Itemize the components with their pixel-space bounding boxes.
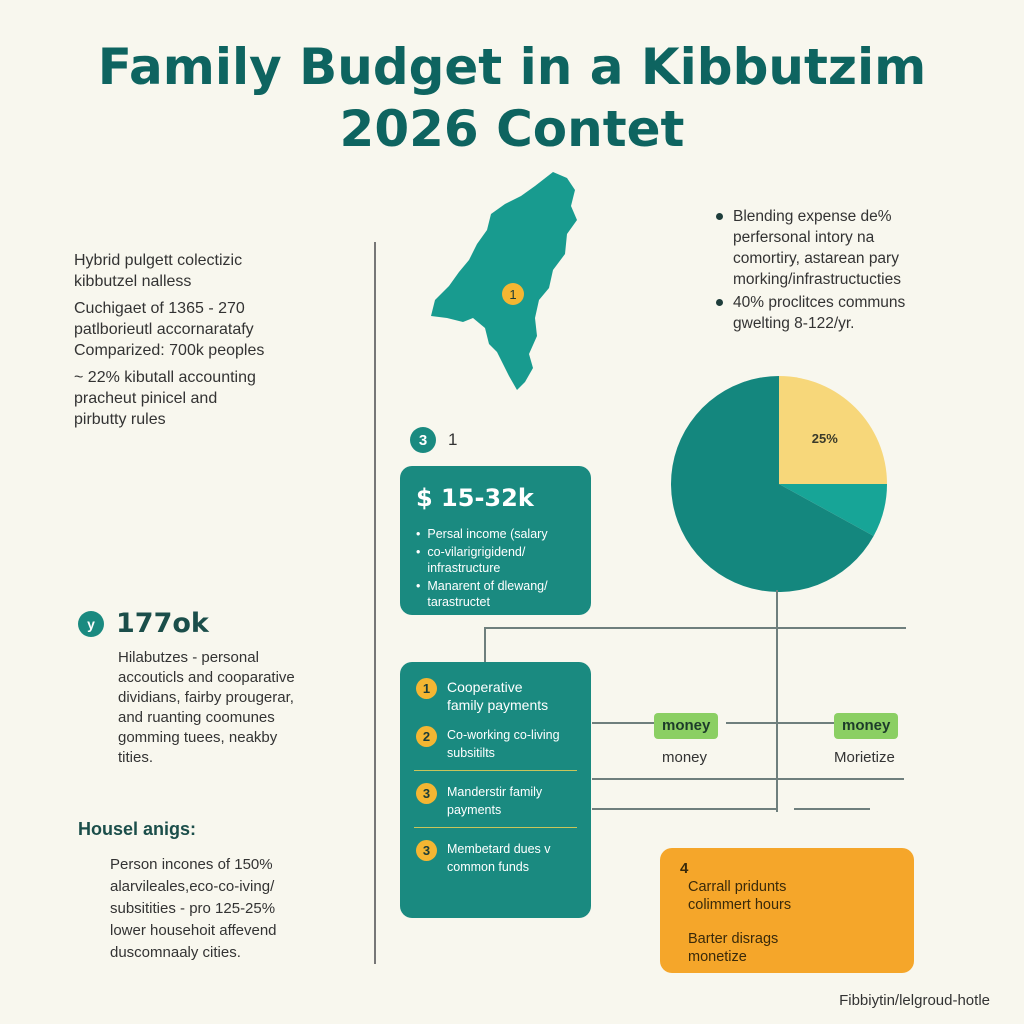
barter-number: 4 xyxy=(680,860,689,877)
payment-badge: 2 xyxy=(416,726,437,747)
title-line-1: Family Budget in a Kibbutzim xyxy=(97,38,927,96)
step-badge: 3 xyxy=(410,427,436,453)
money-chip: money xyxy=(834,713,899,739)
money-chip: money xyxy=(654,713,719,739)
pie-slice-label: 25% xyxy=(812,431,838,446)
members-line: Hilabutzes - personal xyxy=(118,649,259,666)
payment-badge: 3 xyxy=(416,840,437,861)
payment-item: 1 Cooperative family payments xyxy=(400,678,591,714)
right-bullet: 40% proclitces communs gwelting 8-122/yr… xyxy=(716,292,1006,334)
vertical-divider xyxy=(374,242,376,964)
map-marker xyxy=(502,283,524,305)
payment-item: 2 Co-working co-living subsitilts xyxy=(400,726,591,762)
monetize-caption: Morietize xyxy=(834,749,895,766)
page-title: Family Budget in a Kibbutzim 2026 Contet xyxy=(0,36,1024,160)
members-line: tities. xyxy=(118,749,154,766)
right-bullet-line: gwelting 8-122/yr. xyxy=(733,315,855,332)
connector-line xyxy=(592,778,904,780)
connector-line xyxy=(592,808,776,810)
members-line: gomming tuees, neakby xyxy=(118,729,278,746)
intro-line: patlborieutl accornaratafy xyxy=(74,321,254,338)
members-line: and ruanting coomunes xyxy=(118,709,275,726)
members-badge: y xyxy=(78,610,104,637)
members-text: Hilabutzes - personal accouticls and coo… xyxy=(118,648,358,768)
connector-line xyxy=(592,722,654,724)
barter-lines: Carrall pridunts colimmert hours xyxy=(688,879,792,913)
intro-line: kibbutzel nalless xyxy=(74,273,192,290)
intro-line: pracheut pinicel and xyxy=(74,390,218,407)
step-marker: 3 1 xyxy=(410,427,457,453)
pie-slice xyxy=(671,376,874,592)
bullet-dot-icon xyxy=(716,213,723,220)
payment-badge: 3 xyxy=(416,783,437,804)
payments-card: 1 Cooperative family payments 2 Co-workin… xyxy=(400,662,591,918)
connector-line xyxy=(484,627,906,629)
step-number: 1 xyxy=(448,430,458,449)
right-bullet-line: perfersonal intory na xyxy=(733,229,875,246)
household-line: subsitities - pro 125-25% xyxy=(110,900,276,917)
members-value: 177ok xyxy=(116,608,209,639)
title-line-2: 2026 Contet xyxy=(339,100,685,158)
connector-line xyxy=(794,808,870,810)
connector-line xyxy=(726,722,834,724)
payment-badge: 1 xyxy=(416,678,437,699)
money-caption: money xyxy=(662,749,708,766)
barter-lines: Barter disrags monetize xyxy=(688,931,779,965)
income-card: $ 15-32k • Persal income (salary • co-vila… xyxy=(400,466,591,615)
map-icon: 1 xyxy=(431,172,577,390)
intro-line: Hybrid pulgett colectizic xyxy=(74,252,243,269)
intro-line: Comparized: 700k peoples xyxy=(74,342,265,359)
right-bullet-line: 40% proclitces communs xyxy=(733,294,906,311)
pie-slice xyxy=(779,484,887,537)
members-stat: y 177ok xyxy=(78,608,209,639)
bullet-dot-icon xyxy=(716,299,723,306)
map-marker-label: 1 xyxy=(509,287,516,302)
pie-chart: 25% xyxy=(671,376,887,592)
right-bullet: Blending expense de% perfersonal intory … xyxy=(716,206,1006,290)
connector-line xyxy=(776,590,778,812)
payment-item: 3 Membetard dues v common funds xyxy=(400,840,591,876)
income-bullets: • Persal income (salary • co-vilarigrigide… xyxy=(416,526,584,610)
right-bullet-line: comortiry, astarean pary xyxy=(733,250,899,267)
footer-credit: Fibbiytin/lelgroud-hotle xyxy=(839,992,990,1009)
members-line: dividians, fairby prougerar, xyxy=(118,689,294,706)
income-bullet: • Manarent of dlewang/ tarastructet xyxy=(416,579,548,609)
household-line: Person incones of 150% xyxy=(110,856,273,873)
household-heading: Housel anigs: xyxy=(78,819,197,839)
payment-item: 3 Manderstir family payments xyxy=(400,783,591,819)
right-bullet-line: Blending expense de% xyxy=(733,208,892,225)
income-bullet: • Persal income (salary xyxy=(416,527,548,541)
members-line: accouticls and cooparative xyxy=(118,669,295,686)
barter-card: 4 Carrall pridunts colimmert hours Barte… xyxy=(660,848,914,973)
right-bullet-line: morking/infrastructucties xyxy=(733,271,901,288)
intro-text: Hybrid pulgett colectizic kibbutzel nall… xyxy=(74,250,354,430)
income-amount: $ 15-32k xyxy=(416,484,534,512)
connector-line xyxy=(484,627,486,663)
intro-line: ~ 22% kibutall accounting xyxy=(74,369,256,386)
intro-line: pirbutty rules xyxy=(74,411,166,428)
household-line: duscomnaaly cities. xyxy=(110,944,241,961)
card-separator xyxy=(414,827,577,828)
household-line: lower househoit affevend xyxy=(110,922,277,939)
income-bullet: • co-vilarigrigidend/ infrastructure xyxy=(416,545,526,575)
household-text: Person incones of 150% alarvileales,eco-… xyxy=(110,854,360,964)
household-line: alarvileales,eco-co-iving/ xyxy=(110,878,275,895)
intro-line: Cuchigaet of 1365 - 270 xyxy=(74,300,245,317)
right-bullets: Blending expense de% perfersonal intory … xyxy=(716,206,1006,334)
pie-slice xyxy=(779,376,887,484)
card-separator xyxy=(414,770,577,771)
